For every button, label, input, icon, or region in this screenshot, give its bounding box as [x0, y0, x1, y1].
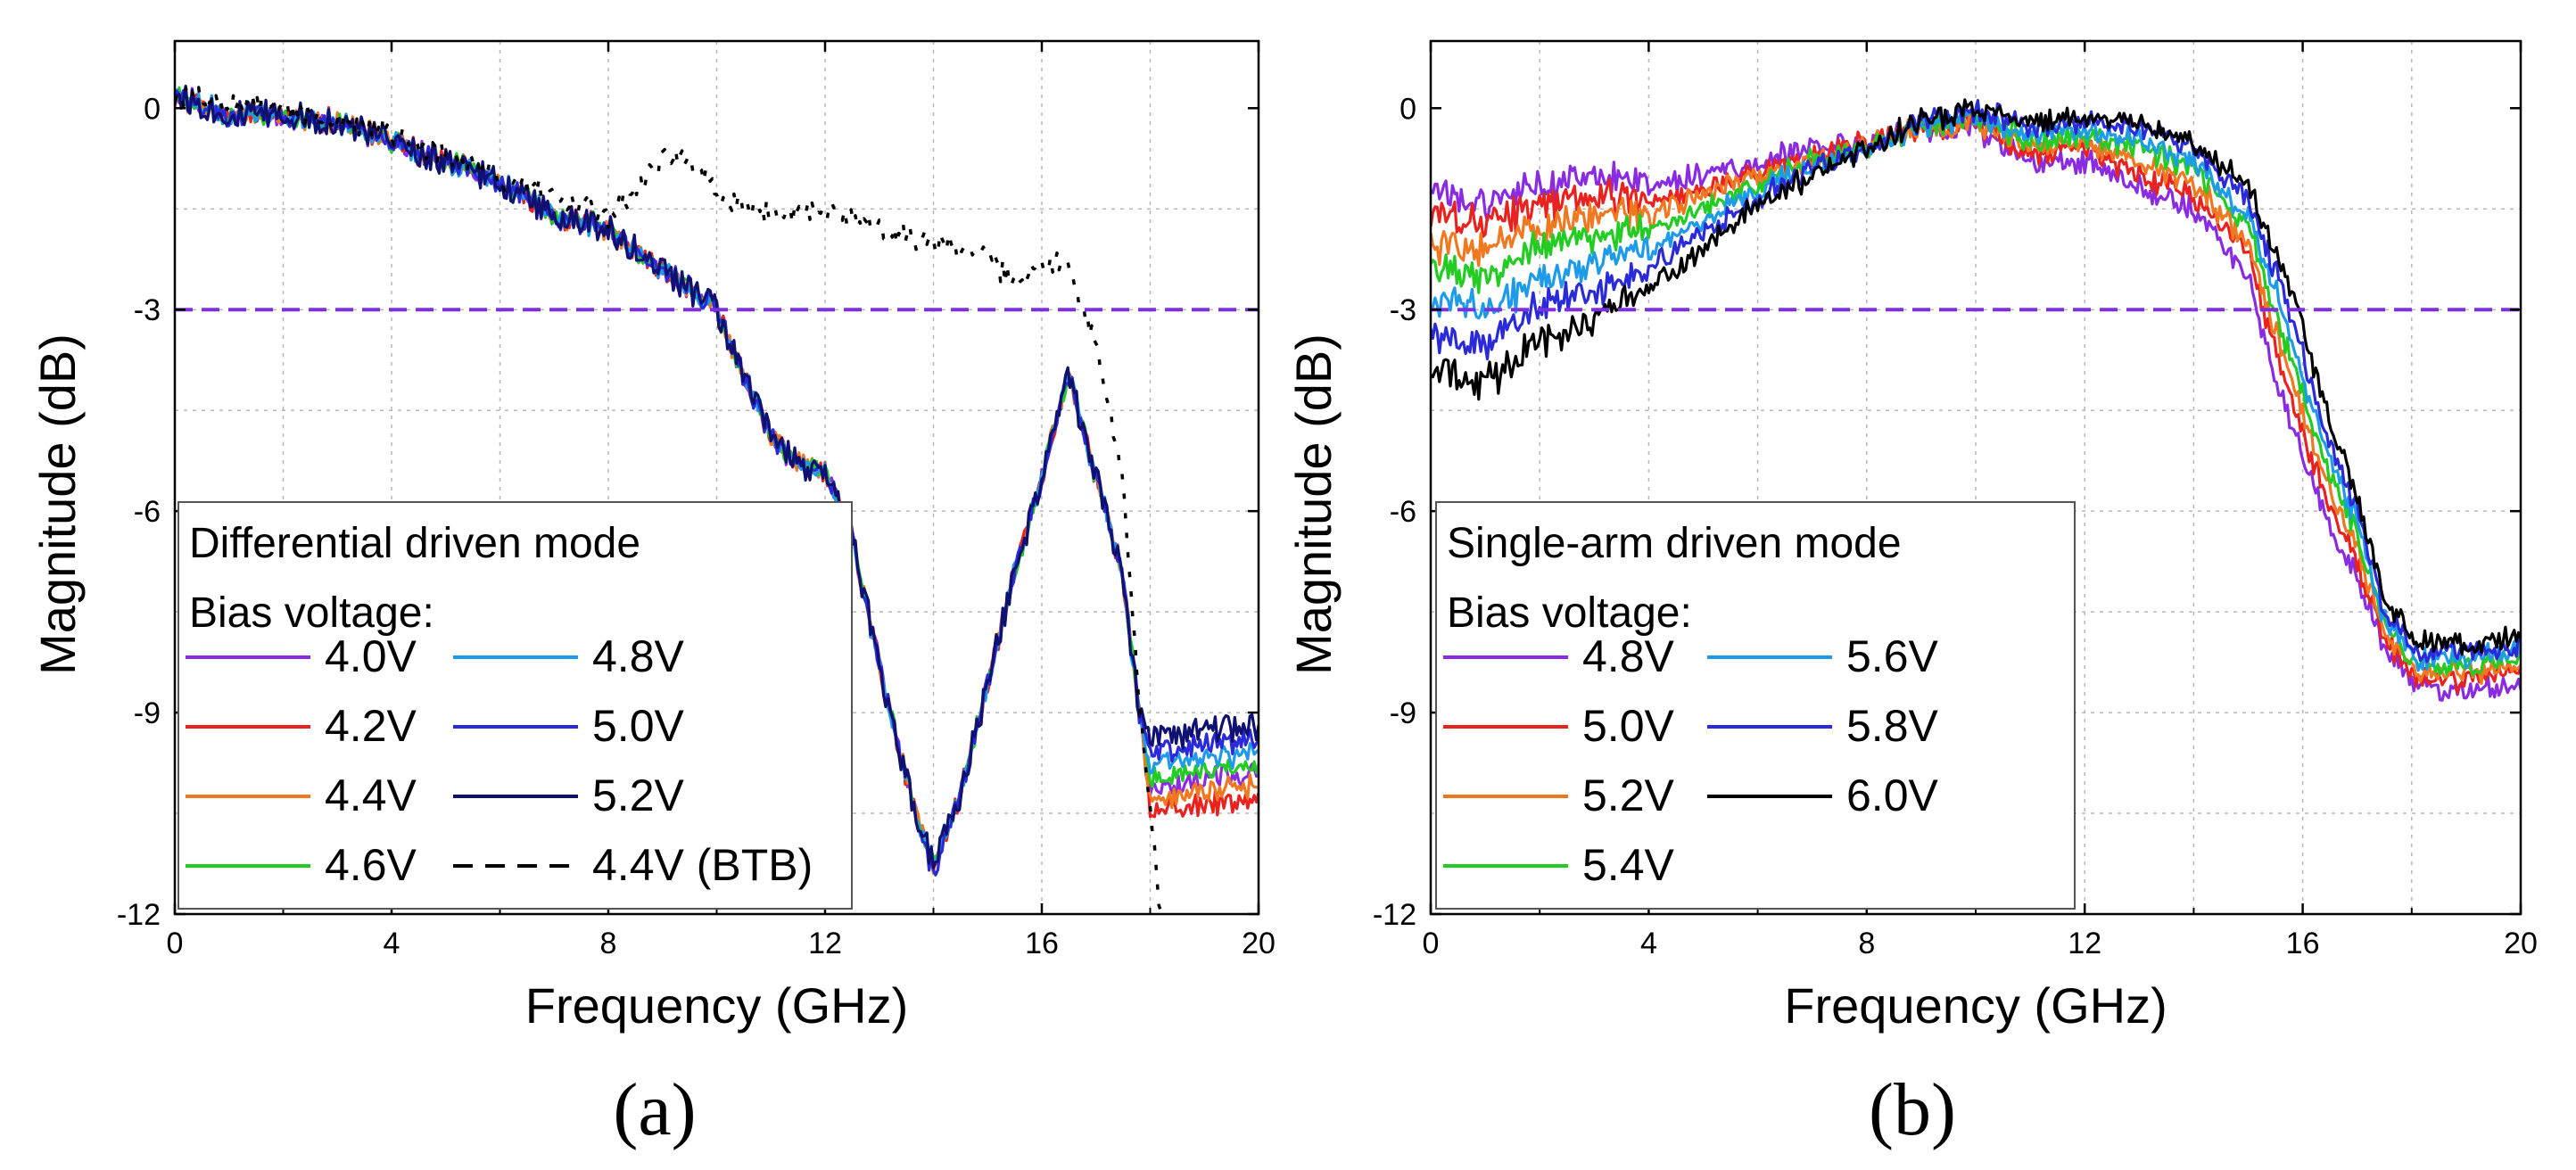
legend-label: 4.2V [325, 701, 417, 751]
y-tick-label: -3 [134, 293, 161, 327]
y-tick-label: 0 [144, 92, 161, 126]
legend-label: 4.6V [325, 840, 417, 890]
legend-label: 4.8V [592, 631, 685, 681]
chart-panel-a: 0 4 8 12 16 20 0 -3 -6 -9 -12 Frequency (GHz) Magnit… [29, 39, 1276, 1151]
x-tick-label: 12 [2068, 927, 2101, 960]
legend-box [178, 501, 853, 910]
series-group-b [1431, 98, 2521, 702]
legend-label: 6.0V [1846, 770, 1939, 820]
x-tick-label: 8 [600, 927, 617, 960]
legend-label: 5.2V [1582, 770, 1675, 820]
x-tick-label: 20 [1242, 927, 1276, 960]
y-axis-label: Magnitude (dB) [29, 334, 86, 675]
chart-panel-b: 0 4 8 12 16 20 0 -3 -6 -9 -12 Frequency (GHz) Magnit… [1285, 39, 2538, 1151]
x-tick-label: 16 [1025, 927, 1059, 960]
legend-box [1435, 501, 2076, 910]
y-tick-label: 0 [1399, 92, 1416, 126]
panel-caption-a: (a) [613, 1068, 696, 1151]
y-tick-label: -9 [1390, 696, 1416, 730]
series-line-a-4-4V-BTB [175, 86, 1163, 912]
series-line-b-5-0V [1431, 110, 2521, 695]
legend-a: Differential driven mode Bias voltage:4.0… [178, 501, 853, 910]
series-line-b-6-0V [1431, 98, 2521, 656]
legend-title-line: Differential driven mode [189, 520, 640, 567]
series-line-b-5-6V [1431, 103, 2521, 672]
x-tick-label: 4 [384, 927, 400, 960]
legend-label: 5.0V [592, 701, 685, 751]
x-tick-label: 16 [2286, 927, 2320, 960]
legend-title-line: Bias voltage: [1447, 589, 1692, 637]
y-tick-label: -6 [1390, 495, 1416, 529]
x-tick-label: 20 [2504, 927, 2538, 960]
x-tick-label: 0 [167, 927, 184, 960]
y-tick-label: -12 [117, 898, 161, 932]
y-tick-label: -6 [134, 495, 161, 529]
legend-label: 5.4V [1582, 840, 1675, 890]
x-axis-label: Frequency (GHz) [1784, 977, 2167, 1034]
legend-label: 5.6V [1846, 631, 1939, 681]
x-axis-label: Frequency (GHz) [525, 977, 908, 1034]
x-tick-label: 12 [808, 927, 842, 960]
x-tick-label: 4 [1640, 927, 1657, 960]
legend-label: 4.4V [325, 770, 417, 820]
legend-label: 4.8V [1582, 631, 1675, 681]
legend-title-line: Bias voltage: [189, 589, 434, 637]
legend-label: 4.0V [325, 631, 417, 681]
x-tick-label: 0 [1423, 927, 1440, 960]
legend-title-line: Single-arm driven mode [1447, 520, 1902, 567]
series-line-a-5-2V [175, 84, 1259, 869]
series-line-b-5-8V [1431, 98, 2521, 663]
legend-label: 5.8V [1846, 701, 1939, 751]
y-axis-label: Magnitude (dB) [1285, 334, 1342, 675]
legend-label: 5.0V [1582, 701, 1675, 751]
legend-label: 4.4V (BTB) [592, 840, 813, 890]
y-tick-label: -3 [1390, 293, 1416, 327]
legend-b: Single-arm driven mode Bias voltage:4.8V 5… [1435, 501, 2076, 910]
legend-label: 5.2V [592, 770, 685, 820]
series-line-b-4-8V [1431, 114, 2521, 702]
panel-caption-b: (b) [1869, 1068, 1956, 1151]
y-tick-label: -12 [1373, 898, 1416, 932]
y-tick-label: -9 [134, 696, 161, 730]
x-tick-label: 8 [1858, 927, 1875, 960]
